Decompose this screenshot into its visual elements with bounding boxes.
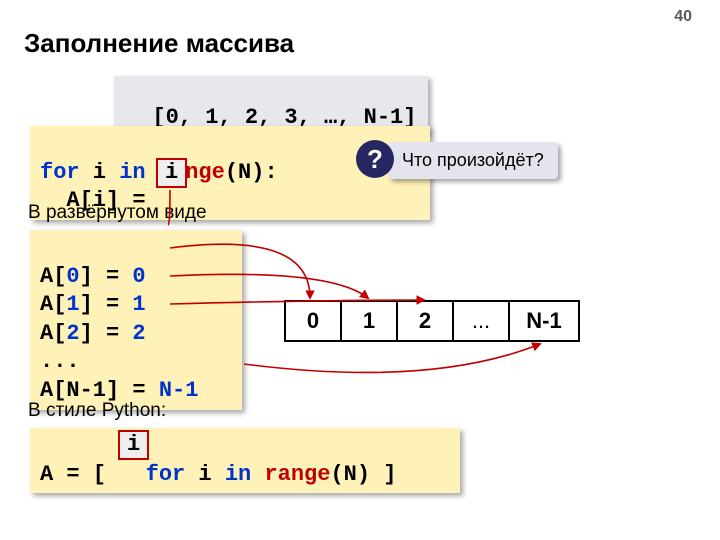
label-expanded: В развёрнутом виде xyxy=(28,202,207,224)
cell-0: 0 xyxy=(285,301,341,341)
page-number: 40 xyxy=(674,8,692,26)
kw-in2: in xyxy=(225,462,251,487)
cell-2: 2 xyxy=(397,301,453,341)
r1: A[1] = 1 xyxy=(40,292,146,317)
kw-in: in xyxy=(119,160,145,185)
callout-text: Что произойдёт? xyxy=(402,150,544,170)
question-icon: ? xyxy=(356,140,394,178)
dots: ... xyxy=(40,349,80,374)
r0: A[0] = 0 xyxy=(40,264,146,289)
lc-tail: (N) ] xyxy=(330,462,396,487)
i-highlight-top: i xyxy=(156,158,187,188)
lc-sp xyxy=(251,462,264,487)
listcomp-box: A = [ for i in range(N) ] xyxy=(30,428,460,493)
kw-for2: for xyxy=(146,462,186,487)
array-table: 0 1 2 ... N-1 xyxy=(284,300,580,342)
cell-last: N-1 xyxy=(509,301,579,341)
lc-mid1: i xyxy=(185,462,225,487)
callout-whathappens: Что произойдёт? xyxy=(388,142,558,179)
r2: A[2] = 2 xyxy=(40,321,146,346)
txt: (N): xyxy=(225,160,278,185)
page-title: Заполнение массива xyxy=(24,28,294,59)
cell-dots: ... xyxy=(453,301,509,341)
i-highlight-bottom: i xyxy=(118,430,149,460)
cell-1: 1 xyxy=(341,301,397,341)
label-python: В стиле Python: xyxy=(28,400,166,422)
expanded-box: A[0] = 0 A[1] = 1 A[2] = 2 ... A[N-1] = … xyxy=(30,230,242,410)
txt: i xyxy=(80,160,120,185)
kw-for: for xyxy=(40,160,80,185)
lc-pre: A = [ xyxy=(40,462,146,487)
fn-range2: range xyxy=(264,462,330,487)
